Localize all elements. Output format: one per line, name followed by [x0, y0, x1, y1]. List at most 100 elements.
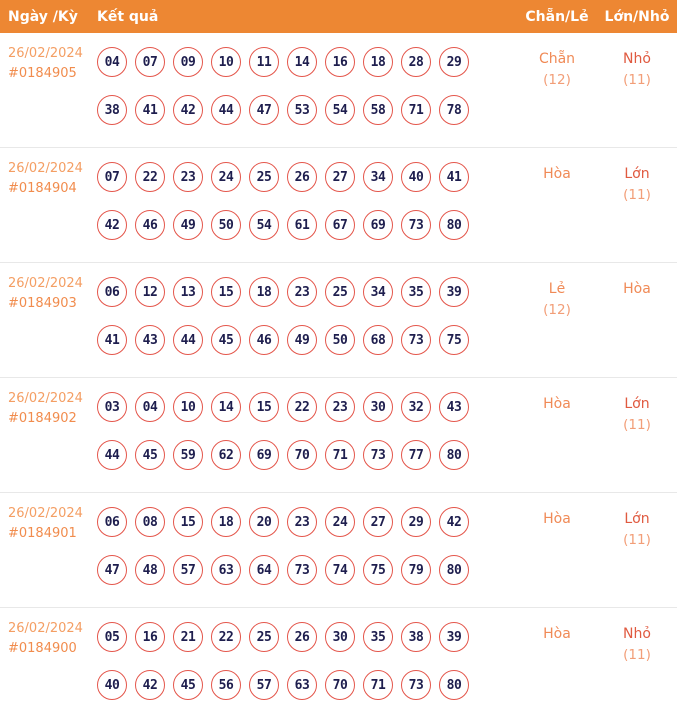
- numbers-line-2: 44 45 59 62 69 70 71 73 77 80: [97, 440, 517, 470]
- number-ball: 23: [287, 277, 317, 307]
- number-ball: 05: [97, 622, 127, 652]
- number-ball: 62: [211, 440, 241, 470]
- result-row: 26/02/2024 #0184902 03 04 10 14 15 22 23 30 32 43…: [0, 378, 677, 493]
- number-ball: 38: [97, 95, 127, 125]
- lonnho-label: Nhỏ: [623, 51, 651, 67]
- draw-id-cell: 26/02/2024 #0184903: [0, 263, 97, 377]
- number-ball: 80: [439, 210, 469, 240]
- number-ball: 57: [249, 670, 279, 700]
- number-ball: 43: [439, 392, 469, 422]
- header-col-lonnho: Lớn/Nhỏ: [604, 8, 670, 25]
- number-ball: 11: [249, 47, 279, 77]
- chanle-cell: Hòa: [517, 378, 597, 492]
- number-ball: 10: [211, 47, 241, 77]
- draw-id-cell: 26/02/2024 #0184904: [0, 148, 97, 262]
- draw-date: 26/02/2024: [8, 276, 83, 291]
- number-ball: 63: [287, 670, 317, 700]
- number-ball: 44: [97, 440, 127, 470]
- result-row: 26/02/2024 #0184904 07 22 23 24 25 26 27 34 40 41…: [0, 148, 677, 263]
- number-ball: 70: [325, 670, 355, 700]
- number-ball: 35: [401, 277, 431, 307]
- number-ball: 46: [135, 210, 165, 240]
- number-ball: 42: [135, 670, 165, 700]
- chanle-count: (12): [543, 72, 571, 88]
- number-ball: 03: [97, 392, 127, 422]
- number-ball: 08: [135, 507, 165, 537]
- number-ball: 64: [249, 555, 279, 585]
- lonnho-count: (11): [623, 532, 651, 548]
- numbers-cell: 06 12 13 15 18 23 25 34 35 39 41 43 44 45 46 49 50 68 73 7…: [97, 263, 517, 377]
- number-ball: 48: [135, 555, 165, 585]
- number-ball: 25: [249, 162, 279, 192]
- numbers-line-2: 40 42 45 56 57 63 70 71 73 80: [97, 670, 517, 700]
- number-ball: 27: [325, 162, 355, 192]
- draw-id-cell: 26/02/2024 #0184901: [0, 493, 97, 607]
- numbers-cell: 05 16 21 22 25 26 30 35 38 39 40 42 45 56 57 63 70 71 73 8…: [97, 608, 517, 715]
- draw-period: #0184904: [8, 181, 77, 196]
- draw-period: #0184905: [8, 66, 77, 81]
- number-ball: 22: [135, 162, 165, 192]
- number-ball: 50: [325, 325, 355, 355]
- chanle-label: Hòa: [543, 511, 571, 527]
- number-ball: 74: [325, 555, 355, 585]
- number-ball: 78: [439, 95, 469, 125]
- numbers-line-1: 03 04 10 14 15 22 23 30 32 43: [97, 392, 517, 422]
- number-ball: 15: [211, 277, 241, 307]
- lonnho-label: Hòa: [623, 281, 651, 297]
- chanle-label: Chẵn: [538, 51, 576, 67]
- draw-id-cell: 26/02/2024 #0184902: [0, 378, 97, 492]
- number-ball: 28: [401, 47, 431, 77]
- draw-date: 26/02/2024: [8, 46, 83, 61]
- number-ball: 80: [439, 440, 469, 470]
- chanle-cell: Hòa: [517, 608, 597, 715]
- number-ball: 75: [363, 555, 393, 585]
- number-ball: 53: [287, 95, 317, 125]
- lonnho-label: Lớn: [624, 166, 650, 182]
- number-ball: 15: [249, 392, 279, 422]
- number-ball: 45: [173, 670, 203, 700]
- number-ball: 26: [287, 162, 317, 192]
- number-ball: 63: [211, 555, 241, 585]
- result-row: 26/02/2024 #0184905 04 07 09 10 11 14 16 18 28 29…: [0, 33, 677, 148]
- lonnho-count: (11): [623, 647, 651, 663]
- chanle-label: Hòa: [543, 396, 571, 412]
- number-ball: 73: [363, 440, 393, 470]
- number-ball: 22: [211, 622, 241, 652]
- numbers-cell: 04 07 09 10 11 14 16 18 28 29 38 41 42 44 47 53 54 58 71 7…: [97, 33, 517, 147]
- number-ball: 41: [439, 162, 469, 192]
- chanle-cell: Hòa: [517, 493, 597, 607]
- lonnho-cell: Lớn (11): [597, 493, 677, 607]
- lonnho-count: (11): [623, 417, 651, 433]
- number-ball: 41: [97, 325, 127, 355]
- numbers-line-1: 05 16 21 22 25 26 30 35 38 39: [97, 622, 517, 652]
- number-ball: 42: [173, 95, 203, 125]
- lonnho-cell: Lớn (11): [597, 148, 677, 262]
- number-ball: 39: [439, 622, 469, 652]
- number-ball: 45: [135, 440, 165, 470]
- draw-id-cell: 26/02/2024 #0184900: [0, 608, 97, 715]
- number-ball: 45: [211, 325, 241, 355]
- number-ball: 49: [287, 325, 317, 355]
- lonnho-label: Lớn: [624, 511, 650, 527]
- number-ball: 42: [439, 507, 469, 537]
- lonnho-count: (11): [623, 187, 651, 203]
- number-ball: 54: [249, 210, 279, 240]
- lonnho-count: (11): [623, 72, 651, 88]
- numbers-line-2: 47 48 57 63 64 73 74 75 79 80: [97, 555, 517, 585]
- chanle-cell: Hòa: [517, 148, 597, 262]
- numbers-line-1: 06 12 13 15 18 23 25 34 35 39: [97, 277, 517, 307]
- chanle-cell: Chẵn (12): [517, 33, 597, 147]
- number-ball: 42: [97, 210, 127, 240]
- number-ball: 38: [401, 622, 431, 652]
- result-row: 26/02/2024 #0184903 06 12 13 15 18 23 25 34 35 39…: [0, 263, 677, 378]
- number-ball: 54: [325, 95, 355, 125]
- numbers-line-1: 04 07 09 10 11 14 16 18 28 29: [97, 47, 517, 77]
- number-ball: 18: [363, 47, 393, 77]
- draw-period: #0184901: [8, 526, 77, 541]
- lonnho-cell: Nhỏ (11): [597, 33, 677, 147]
- number-ball: 25: [249, 622, 279, 652]
- number-ball: 47: [249, 95, 279, 125]
- number-ball: 32: [401, 392, 431, 422]
- number-ball: 56: [211, 670, 241, 700]
- number-ball: 15: [173, 507, 203, 537]
